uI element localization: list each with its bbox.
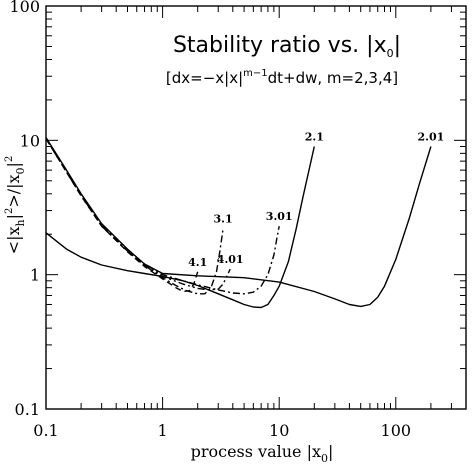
- series-label-3-1: 3.1: [213, 213, 232, 226]
- series-label-3-01: 3.01: [266, 210, 293, 223]
- y-tick-label: 10: [20, 131, 40, 150]
- x-tick-label: 10: [269, 421, 289, 440]
- plot-frame: [45, 5, 467, 410]
- x-tick-label: 100: [381, 421, 412, 440]
- y-tick-label: 1: [30, 266, 40, 285]
- series-line-4-01: [45, 138, 231, 291]
- y-tick-label: 0.1: [15, 400, 40, 419]
- chart-title: Stability ratio vs. |x0|: [173, 33, 401, 60]
- series-curves: [45, 137, 432, 309]
- series-line-4-1: [45, 138, 199, 293]
- series-line-2-01: [45, 137, 432, 308]
- series-label-2-1: 2.1: [305, 130, 324, 143]
- chart-subtitle: [dx=−x|x|m−1dt+dw, m=2,3,4]: [166, 68, 398, 87]
- series-label-2-01: 2.01: [418, 130, 445, 143]
- y-tick-label: 100: [9, 0, 40, 16]
- axis-tick-labels: 0.1 1 10 100 0.1 1 10 100: [9, 0, 411, 440]
- series-line-2-1: [45, 146, 315, 309]
- series-labels: 2.1 2.01 3.1 3.01 4.1 4.01: [188, 130, 444, 268]
- x-tick-label: 1: [158, 421, 168, 440]
- series-line-3-1: [45, 138, 224, 295]
- x-tick-label: 0.1: [33, 421, 58, 440]
- y-axis-title: <|xh|2>/|x0|2: [4, 156, 27, 255]
- axis-ticks: [45, 6, 467, 410]
- series-label-4-01: 4.01: [217, 253, 244, 266]
- series-line-3-01: [45, 137, 280, 295]
- series-label-4-1: 4.1: [188, 256, 207, 269]
- x-axis-title: process value |x0|: [191, 442, 334, 465]
